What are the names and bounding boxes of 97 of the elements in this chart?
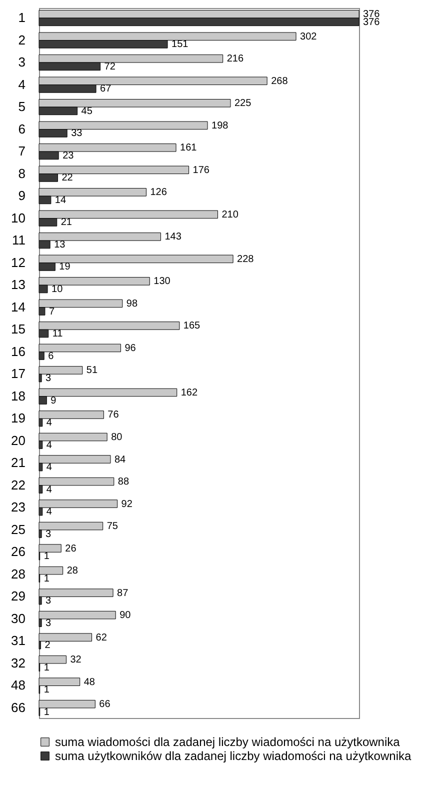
data-label: 4 [46, 506, 52, 518]
y-tick-label: 25 [11, 522, 26, 537]
data-label: 90 [120, 610, 132, 622]
data-label: 75 [106, 521, 118, 532]
data-label: 1 [44, 706, 50, 718]
y-tick-label: 22 [11, 477, 26, 492]
data-label: 4 [46, 418, 52, 429]
y-tick-label: 12 [11, 254, 26, 270]
y-tick-label: 48 [11, 678, 26, 693]
data-label: 1 [44, 662, 50, 674]
y-tick-label: 31 [11, 633, 26, 648]
data-label: 1 [44, 573, 50, 584]
y-tick-label: 2 [18, 32, 26, 48]
data-label: 51 [86, 365, 98, 376]
data-label: 10 [52, 284, 64, 295]
data-label: 3 [46, 528, 52, 540]
y-tick-label: 15 [11, 322, 26, 337]
data-label: 66 [99, 699, 111, 710]
data-label: 84 [114, 454, 126, 466]
data-label: 22 [62, 172, 74, 184]
data-label: 19 [59, 262, 71, 273]
data-label: 2 [44, 640, 51, 652]
data-label: 67 [100, 84, 112, 95]
data-label: 48 [84, 676, 96, 688]
y-tick-label: 29 [11, 588, 26, 604]
data-label: 14 [54, 194, 66, 206]
data-label: 210 [222, 209, 239, 220]
data-label: 1 [44, 551, 50, 562]
data-label: 302 [300, 31, 318, 42]
y-tick-label: 5 [18, 99, 26, 114]
y-tick-label: 14 [11, 299, 26, 314]
data-label: 198 [212, 120, 229, 132]
y-tick-label: 21 [11, 455, 26, 470]
data-label: 3 [46, 618, 52, 629]
data-label: 76 [108, 410, 120, 421]
data-label: 11 [52, 328, 64, 340]
data-label: 45 [81, 106, 93, 117]
data-label: 96 [124, 342, 136, 354]
data-label: 72 [104, 61, 116, 72]
data-label: 6 [48, 350, 54, 362]
data-label: 80 [111, 432, 123, 444]
y-tick-label: 8 [18, 166, 26, 181]
data-label: 268 [271, 76, 288, 87]
y-tick-label: 11 [12, 232, 26, 248]
data-label: 3 [46, 373, 52, 384]
y-tick-label: 18 [11, 388, 26, 404]
data-label: 88 [118, 476, 130, 488]
y-tick-label: 32 [11, 655, 26, 670]
data-label: 376 [363, 16, 380, 28]
y-tick-label: 20 [11, 432, 26, 448]
data-label: 1 [44, 684, 50, 696]
y-tick-label: 6 [18, 121, 26, 136]
y-tick-label: 19 [11, 410, 26, 426]
y-tick-label: 66 [11, 700, 26, 715]
data-label: 13 [54, 239, 66, 250]
legend-label: suma wiadomości dla zadanej liczby wiadomości na użytkownika [55, 735, 400, 749]
data-label: 151 [172, 39, 189, 50]
y-tick-label: 3 [18, 54, 26, 70]
y-tick-label: 7 [18, 144, 26, 159]
data-label: 7 [48, 306, 55, 318]
data-label: 162 [180, 387, 198, 398]
data-label: 98 [126, 298, 138, 310]
data-label: 225 [234, 98, 252, 110]
y-tick-label: 10 [11, 210, 26, 226]
data-label: 228 [237, 254, 254, 265]
data-label: 3 [46, 596, 52, 607]
y-tick-label: 1 [18, 10, 26, 26]
data-label: 143 [164, 232, 182, 243]
y-tick-label: 23 [11, 500, 26, 515]
data-label: 26 [65, 543, 77, 554]
y-tick-label: 13 [11, 277, 26, 292]
data-label: 161 [180, 142, 198, 154]
data-label: 176 [192, 164, 210, 176]
data-label: 4 [46, 462, 52, 474]
y-tick-label: 4 [18, 76, 26, 92]
y-tick-label: 30 [11, 610, 26, 626]
y-tick-label: 16 [11, 344, 26, 359]
data-label: 62 [96, 632, 108, 644]
data-label: 32 [70, 654, 82, 666]
data-label: 216 [226, 54, 244, 65]
data-label: 33 [71, 128, 83, 140]
data-label: 165 [183, 320, 201, 332]
data-label: 92 [121, 498, 133, 510]
data-label: 130 [154, 276, 171, 288]
data-label: 9 [50, 395, 57, 406]
data-label: 4 [46, 484, 52, 496]
y-tick-label: 9 [18, 188, 26, 204]
data-label: 126 [150, 187, 168, 198]
legend-label: suma użytkowników dla zadanej liczby wiadomości na użytkownika [55, 749, 412, 763]
y-tick-label: 28 [11, 566, 26, 582]
data-label: 87 [117, 588, 129, 599]
y-tick-label: 26 [11, 544, 26, 560]
data-label: 28 [66, 566, 78, 577]
data-label: 4 [46, 440, 52, 451]
y-tick-label: 17 [11, 366, 26, 382]
data-label: 23 [62, 150, 74, 162]
data-label: 21 [60, 217, 72, 228]
